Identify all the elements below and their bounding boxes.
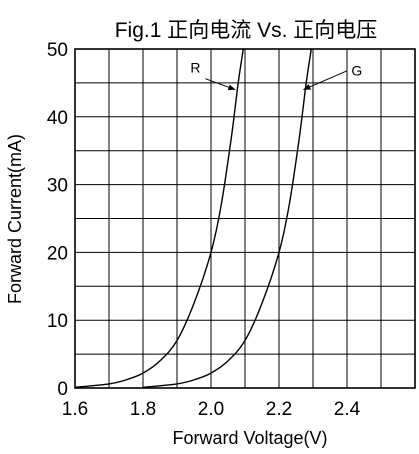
series-lines xyxy=(74,48,312,389)
x-tick-label: 2.4 xyxy=(334,399,361,420)
grid xyxy=(75,49,415,388)
x-axis-label: Forward Voltage(V) xyxy=(172,428,327,448)
y-tick-label: 50 xyxy=(47,40,68,61)
y-tick-label: 40 xyxy=(47,108,68,129)
tick-labels: 1.6 1.8 2.0 2.2 2.4 0 10 20 30 40 50 xyxy=(47,40,361,420)
annotation-arrowhead-r xyxy=(227,84,236,91)
plot-frame xyxy=(74,48,416,389)
y-axis-label: Forward Current(mA) xyxy=(5,134,25,304)
y-tick-label: 0 xyxy=(57,379,68,400)
chart-title: Fig.1 正向电流 Vs. 正向电压 xyxy=(115,19,378,42)
x-tick-label: 1.8 xyxy=(130,399,156,420)
annotation-label-r: R xyxy=(190,60,200,76)
annotation-leader-g xyxy=(303,70,348,91)
x-tick-label: 1.6 xyxy=(62,399,88,420)
y-tick-label: 20 xyxy=(47,243,68,264)
x-tick-label: 2.0 xyxy=(198,399,224,420)
annotation-label-g: G xyxy=(351,63,362,79)
series-line-r xyxy=(74,48,244,389)
annotation-arrowhead-g xyxy=(303,84,311,90)
y-tick-label: 30 xyxy=(47,176,68,197)
x-tick-label: 2.2 xyxy=(266,399,292,420)
y-tick-label: 10 xyxy=(47,311,68,332)
series-line-g xyxy=(142,48,312,389)
